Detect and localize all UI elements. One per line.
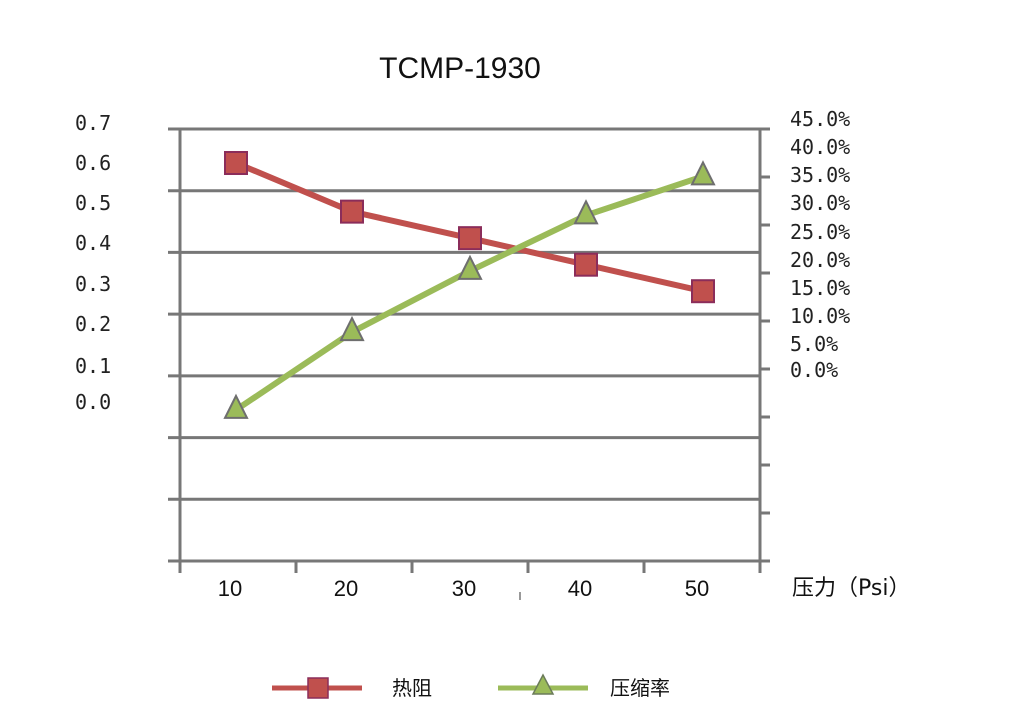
data-point-compression bbox=[339, 315, 365, 342]
left-axis-tick-label: 0.3 bbox=[75, 272, 111, 296]
legend: 热阻 压缩率 bbox=[272, 673, 670, 700]
right-axis-tick-label: 15.0% bbox=[790, 276, 850, 300]
data-point-compression bbox=[223, 393, 249, 419]
data-point-compression bbox=[690, 160, 716, 186]
right-axis-tick-label: 0.0% bbox=[790, 358, 838, 382]
x-axis-label: 压力（Psi） bbox=[792, 576, 910, 601]
legend-label-compression: 压缩率 bbox=[610, 676, 670, 700]
left-axis-ticks: 0.7 0.6 0.5 0.4 0.3 0.2 0.1 0.0 bbox=[75, 111, 111, 414]
legend-triangle-icon bbox=[531, 673, 555, 695]
x-axis-tick-label: 20 bbox=[334, 576, 358, 601]
left-axis-tick-label: 0.1 bbox=[75, 354, 111, 378]
right-axis-tick-label: 45.0% bbox=[790, 107, 850, 131]
right-axis-tick-label: 20.0% bbox=[790, 248, 850, 272]
x-axis-ticks: 10 20 30 40 50 bbox=[218, 576, 709, 601]
left-axis-tick-label: 0.4 bbox=[75, 231, 111, 255]
legend-label-thermal-resistance: 热阻 bbox=[392, 676, 432, 700]
left-axis-tick-label: 0.5 bbox=[75, 191, 111, 215]
grid bbox=[168, 127, 760, 501]
legend-item-thermal-resistance: 热阻 bbox=[272, 676, 432, 700]
left-axis-tick-label: 0.6 bbox=[75, 151, 111, 175]
series-layer bbox=[223, 151, 716, 419]
right-axis-tick-label: 30.0% bbox=[790, 191, 850, 215]
x-axis-tick-label: 40 bbox=[568, 576, 592, 601]
axes bbox=[168, 127, 770, 600]
legend-square-icon bbox=[307, 677, 329, 699]
data-point-thermal-resistance bbox=[458, 226, 482, 251]
chart-title: TCMP-1930 bbox=[379, 52, 541, 85]
right-axis-tick-label: 10.0% bbox=[790, 304, 850, 328]
data-point-thermal-resistance bbox=[224, 151, 248, 176]
right-axis-tick-label: 5.0% bbox=[790, 332, 838, 356]
x-axis-tick-label: 50 bbox=[685, 576, 709, 601]
right-axis-tick-label: 35.0% bbox=[790, 163, 850, 187]
left-axis-tick-label: 0.2 bbox=[75, 312, 111, 336]
left-axis-tick-label: 0.0 bbox=[75, 390, 111, 414]
data-point-compression bbox=[573, 199, 599, 225]
x-axis-tick-label: 30 bbox=[452, 576, 476, 601]
right-axis-ticks: 45.0% 40.0% 35.0% 30.0% 25.0% 20.0% 15.0% 10.0%… bbox=[790, 107, 850, 382]
left-axis-tick-label: 0.7 bbox=[75, 111, 111, 135]
data-point-thermal-resistance bbox=[691, 279, 715, 304]
data-point-thermal-resistance bbox=[574, 252, 598, 277]
right-axis-tick-label: 40.0% bbox=[790, 135, 850, 159]
x-axis-tick-label: 10 bbox=[218, 576, 242, 601]
right-axis-tick-label: 25.0% bbox=[790, 220, 850, 244]
data-point-compression bbox=[457, 254, 483, 280]
legend-item-compression: 压缩率 bbox=[498, 673, 670, 700]
data-point-thermal-resistance bbox=[340, 199, 364, 224]
